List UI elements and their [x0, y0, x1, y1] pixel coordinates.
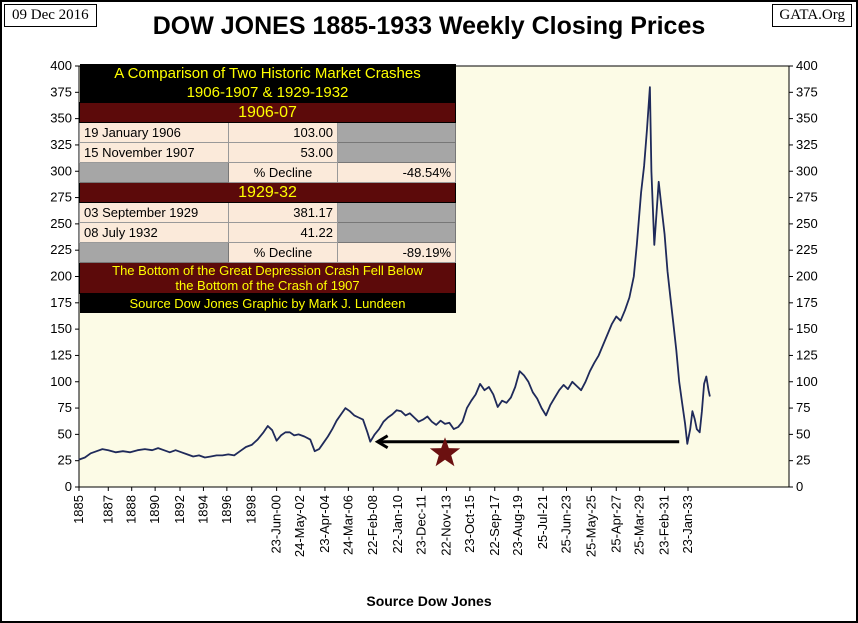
crash2-value-2: 41.22 [228, 222, 338, 243]
y-tick-label: 150 [796, 321, 818, 336]
x-tick-label: 25-May-25 [583, 495, 598, 557]
y-tick-label: 200 [796, 269, 818, 284]
crash1-label: 1906-07 [79, 102, 456, 123]
y-tick-label: 50 [796, 426, 810, 441]
y-tick-label: 375 [50, 84, 72, 99]
y-tick-label: 175 [796, 295, 818, 310]
y-tick-label: 275 [50, 190, 72, 205]
price-series-line [78, 86, 711, 461]
blank-cell [337, 142, 456, 163]
blank-cell [337, 122, 456, 143]
crash-comparison-panel: A Comparison of Two Historic Market Cras… [79, 64, 456, 313]
x-tick-label: 1898 [244, 495, 259, 524]
panel-heading-2: 1906-1907 & 1929-1932 [79, 83, 456, 103]
note-line-2: the Bottom of the Crash of 1907 [175, 278, 360, 293]
blank-cell [79, 162, 229, 183]
crash2-date-1: 03 September 1929 [79, 202, 229, 223]
y-tick-label: 150 [50, 321, 72, 336]
x-tick-label: 23-Jun-00 [269, 495, 284, 554]
blank-cell [337, 202, 456, 223]
x-tick-label: 1885 [71, 495, 86, 524]
x-tick-label: 25-Jun-23 [558, 495, 573, 554]
crash1-decline-label: % Decline [228, 162, 338, 183]
y-tick-label: 400 [796, 58, 818, 73]
y-axis-right: 0 25 50 75 100 125 150 175 200 225 250 275 300 325 350… [789, 58, 818, 494]
y-tick-label: 225 [50, 242, 72, 257]
y-tick-label: 225 [796, 242, 818, 257]
y-tick-label: 75 [58, 400, 72, 415]
x-tick-label: 1890 [147, 495, 162, 524]
y-tick-label: 325 [50, 137, 72, 152]
x-tick-label: 22-Feb-08 [365, 495, 380, 555]
y-tick-label: 125 [796, 347, 818, 362]
y-tick-label: 25 [58, 453, 72, 468]
y-tick-label: 400 [50, 58, 72, 73]
x-tick-label: 23-Feb-31 [657, 495, 672, 555]
crash1-value-2: 53.00 [228, 142, 338, 163]
y-tick-label: 300 [50, 163, 72, 178]
x-tick-label: 1887 [100, 495, 115, 524]
credit-text: Source Dow Jones Graphic by Mark J. Lund… [79, 293, 456, 313]
x-tick-label: 24-May-02 [292, 495, 307, 557]
blank-cell [337, 222, 456, 243]
date-label: 09 Dec 2016 [4, 4, 97, 27]
y-tick-label: 350 [50, 111, 72, 126]
x-tick-label: 1892 [172, 495, 187, 524]
x-tick-label: 1894 [195, 495, 210, 524]
crash2-label: 1929-32 [79, 182, 456, 203]
panel-heading-1: A Comparison of Two Historic Market Cras… [79, 64, 456, 83]
crash2-date-2: 08 July 1932 [79, 222, 229, 243]
arrow-head [374, 434, 389, 450]
y-tick-label: 350 [796, 111, 818, 126]
x-tick-label: 1888 [124, 495, 139, 524]
annotations [374, 434, 680, 467]
x-axis: 1885 1887 1888 1890 1892 1894 1896 1898 23-Jun-0… [71, 487, 695, 557]
crash2-decline-label: % Decline [228, 242, 338, 263]
y-tick-label: 325 [796, 137, 818, 152]
crash2-decline-value: -89.19% [337, 242, 456, 263]
y-tick-label: 75 [796, 400, 810, 415]
x-tick-label: 23-Dec-11 [414, 495, 429, 555]
x-axis-label: Source Dow Jones [366, 593, 492, 609]
y-tick-label: 175 [50, 295, 72, 310]
blank-cell [79, 242, 229, 263]
y-tick-label: 100 [796, 374, 818, 389]
x-tick-label: 23-Jan-33 [680, 495, 695, 554]
crash1-value-1: 103.00 [228, 122, 338, 143]
y-axis-left: 0 25 50 75 100 125 150 175 200 225 250 275 300 325 350… [50, 58, 79, 494]
y-tick-label: 250 [796, 216, 818, 231]
y-tick-label: 375 [796, 84, 818, 99]
note-line-1: The Bottom of the Great Depression Crash… [112, 263, 423, 278]
x-tick-label: 23-Apr-04 [317, 495, 332, 553]
y-tick-label: 100 [50, 374, 72, 389]
chart-title: DOW JONES 1885-1933 Weekly Closing Price… [152, 12, 706, 40]
x-tick-label: 25-Jul-21 [535, 495, 550, 549]
star-marker [429, 437, 461, 467]
y-tick-label: 0 [796, 479, 803, 494]
y-tick-label: 0 [65, 479, 72, 494]
y-tick-label: 200 [50, 269, 72, 284]
y-tick-label: 50 [58, 426, 72, 441]
y-tick-label: 275 [796, 190, 818, 205]
note-text: The Bottom of the Great Depression Crash… [79, 262, 456, 294]
crash2-value-1: 381.17 [228, 202, 338, 223]
x-tick-label: 25-Apr-27 [608, 495, 623, 553]
y-tick-label: 300 [796, 163, 818, 178]
y-tick-label: 25 [796, 453, 810, 468]
crash1-date-1: 19 January 1906 [79, 122, 229, 143]
x-tick-label: 24-Mar-06 [340, 495, 355, 555]
x-tick-label: 25-Mar-29 [632, 495, 647, 555]
x-tick-label: 23-Oct-15 [462, 495, 477, 553]
y-tick-label: 125 [50, 347, 72, 362]
y-tick-label: 250 [50, 216, 72, 231]
x-tick-label: 22-Sep-17 [487, 495, 502, 556]
x-tick-label: 1896 [219, 495, 234, 524]
source-label: GATA.Org [772, 4, 852, 27]
crash1-date-2: 15 November 1907 [79, 142, 229, 163]
crash1-decline-value: -48.54% [337, 162, 456, 183]
x-tick-label: 22-Jan-10 [390, 495, 405, 554]
x-tick-label: 23-Aug-19 [510, 495, 525, 556]
x-tick-label: 22-Nov-13 [438, 495, 453, 556]
